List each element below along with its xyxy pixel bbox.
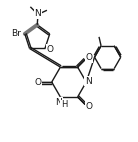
Text: O: O	[47, 45, 54, 54]
Text: Br: Br	[11, 29, 21, 38]
Text: O: O	[34, 78, 41, 86]
Text: O: O	[85, 102, 92, 111]
Text: O: O	[85, 53, 92, 62]
Text: N: N	[35, 9, 41, 18]
Text: N: N	[56, 98, 62, 107]
Text: N: N	[85, 77, 92, 86]
Text: H: H	[61, 100, 67, 109]
